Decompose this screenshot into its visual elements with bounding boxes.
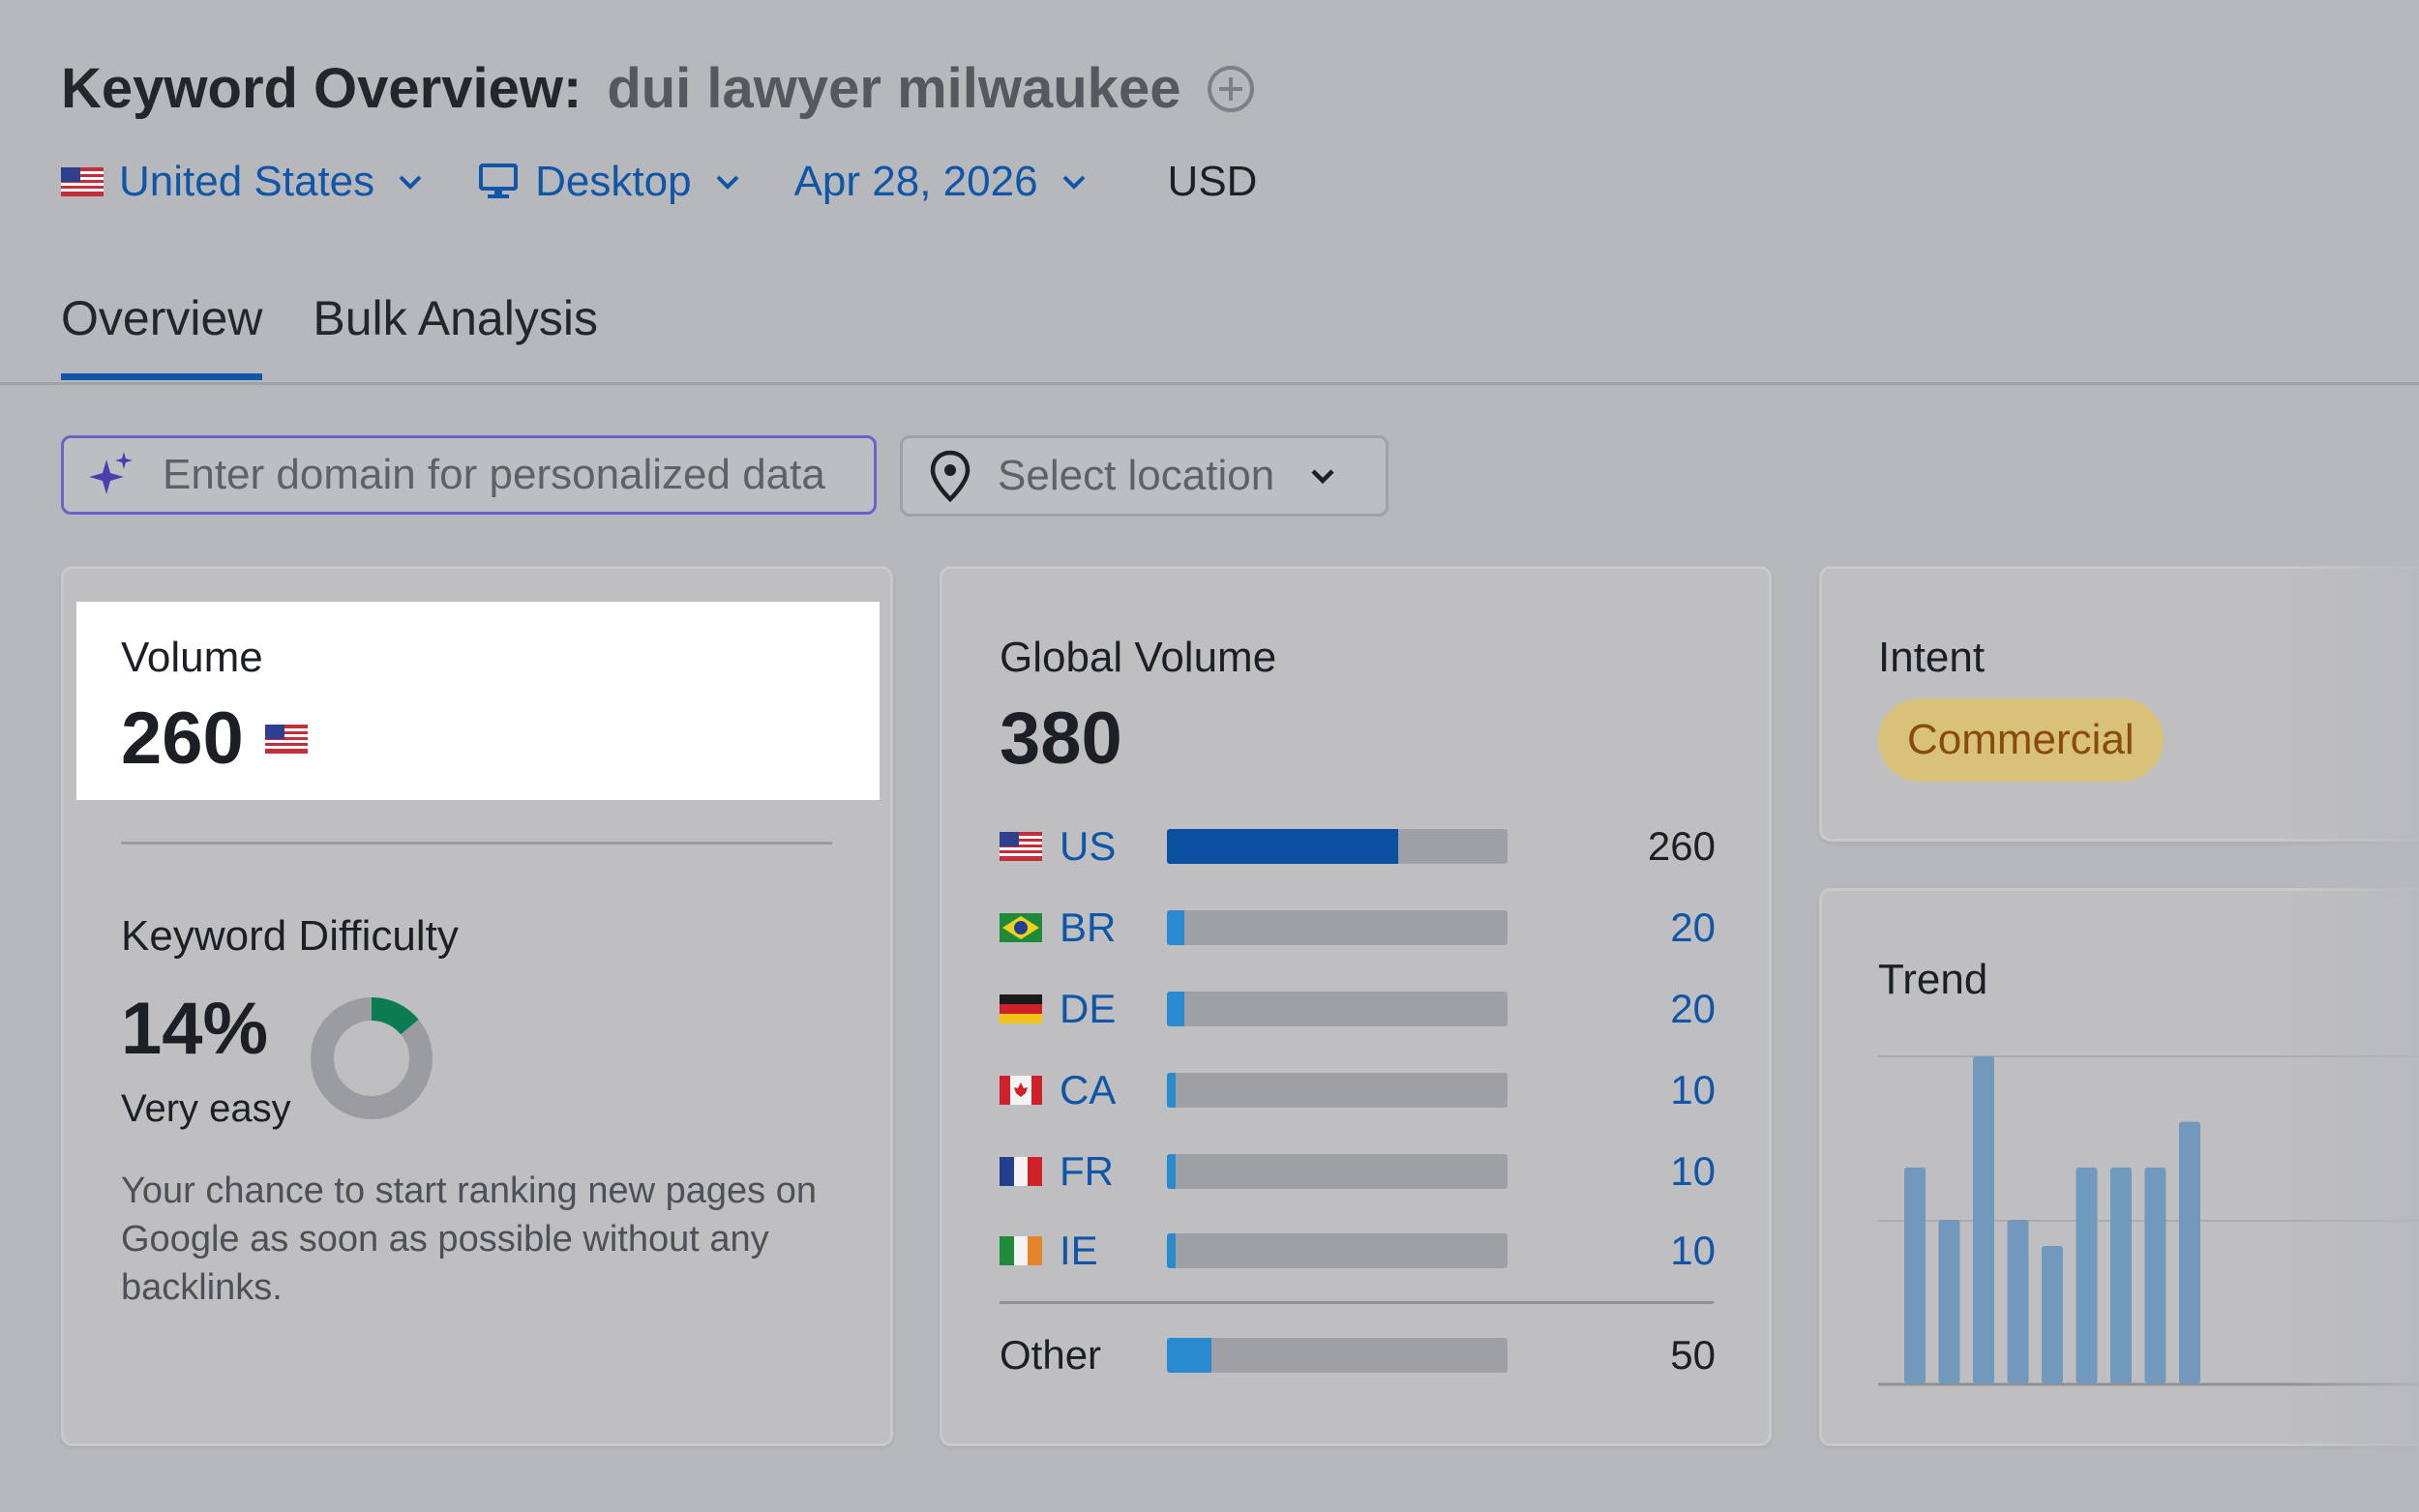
trend-bar[interactable] — [2007, 1220, 2029, 1383]
desktop-icon — [479, 163, 519, 198]
volume-share-fill — [1167, 1073, 1176, 1108]
country-dropdown[interactable]: United States — [61, 158, 427, 206]
country-code[interactable]: BR — [1060, 904, 1117, 950]
volume-highlight — [76, 602, 880, 800]
global-volume-label: Global Volume — [1000, 634, 1277, 681]
trend-bar[interactable] — [1973, 1056, 1994, 1383]
intent-badge[interactable]: Commercial — [1878, 698, 2164, 782]
date-dropdown[interactable]: Apr 28, 2026 — [794, 158, 1090, 206]
volume-share-fill — [1167, 1338, 1211, 1373]
volume-share-fill — [1167, 992, 1184, 1026]
currency-label: USD — [1167, 158, 1258, 205]
country-row-other: Other 50 — [1000, 1331, 1716, 1379]
ca-flag-icon — [1000, 1076, 1042, 1105]
kd-label: Keyword Difficulty — [121, 912, 459, 960]
us-flag-icon — [61, 167, 104, 196]
location-pin-icon — [930, 450, 971, 502]
country-code[interactable]: CA — [1060, 1067, 1117, 1112]
date-label: Apr 28, 2026 — [793, 158, 1038, 205]
location-placeholder: Select location — [998, 452, 1275, 499]
tab-bar: Overview Bulk Analysis — [61, 290, 648, 380]
country-volume: 260 — [1647, 823, 1716, 869]
country-volume[interactable]: 10 — [1670, 1228, 1716, 1273]
country-volume[interactable]: 10 — [1670, 1067, 1716, 1112]
ie-flag-icon — [1000, 1236, 1042, 1265]
us-flag-icon — [1000, 832, 1042, 861]
br-flag-icon — [1000, 913, 1042, 942]
volume-share-fill — [1167, 910, 1184, 945]
country-row-ca: CA 10 — [1000, 1066, 1716, 1114]
tab-bulk-analysis[interactable]: Bulk Analysis — [313, 291, 598, 345]
chevron-down-icon — [716, 175, 738, 190]
volume-value-row: 260 — [121, 697, 323, 781]
volume-share-bar — [1167, 910, 1508, 945]
kd-level: Very easy — [121, 1087, 291, 1130]
us-flag-icon — [264, 724, 308, 754]
volume-share-fill — [1167, 1154, 1176, 1189]
device-dropdown[interactable]: Desktop — [477, 158, 743, 206]
kd-description: Your chance to start ranking new pages o… — [121, 1171, 817, 1308]
trend-bar[interactable] — [2144, 1167, 2166, 1383]
country-code[interactable]: FR — [1060, 1148, 1114, 1194]
country-row-de: DE 20 — [1000, 985, 1716, 1033]
filter-bar: United States Desktop Apr 28, 2026 USD — [61, 158, 1257, 206]
chevron-down-icon — [1311, 469, 1334, 485]
country-code[interactable]: DE — [1060, 986, 1117, 1031]
kd-donut-chart — [311, 997, 433, 1119]
country-row-br: BR 20 — [1000, 904, 1716, 952]
country-row-fr: FR 10 — [1000, 1147, 1716, 1196]
country-row-us: US 260 — [1000, 822, 1716, 871]
trend-bar[interactable] — [2042, 1246, 2063, 1383]
card-divider — [121, 842, 832, 845]
trend-bar[interactable] — [1938, 1220, 1960, 1383]
fr-flag-icon — [1000, 1157, 1042, 1186]
country-row-ie: IE 10 — [1000, 1227, 1716, 1275]
volume-share-bar — [1167, 1073, 1508, 1108]
country-volume[interactable]: 10 — [1670, 1148, 1716, 1194]
volume-share-bar — [1167, 992, 1508, 1026]
trend-bar[interactable] — [2110, 1167, 2132, 1383]
country-volume[interactable]: 20 — [1670, 904, 1716, 950]
sparkle-icon — [89, 452, 133, 494]
tab-overview[interactable]: Overview — [61, 290, 263, 380]
intent-label: Intent — [1878, 634, 1986, 681]
trend-bar[interactable] — [2179, 1121, 2200, 1383]
de-flag-icon — [1000, 994, 1042, 1023]
global-volume-divider — [1000, 1301, 1714, 1304]
trend-chart — [1878, 1055, 2419, 1386]
volume-share-bar — [1167, 1154, 1508, 1189]
country-volume[interactable]: 20 — [1670, 986, 1716, 1031]
device-label: Desktop — [535, 158, 692, 205]
volume-share-bar — [1167, 829, 1508, 864]
volume-value: 260 — [121, 697, 244, 780]
volume-label: Volume — [121, 634, 263, 681]
trend-label: Trend — [1878, 956, 1988, 1003]
domain-input-wrapper[interactable] — [61, 435, 877, 515]
kd-value: 14% — [121, 988, 269, 1070]
page-title-row: Keyword Overview: dui lawyer milwaukee — [61, 56, 1256, 121]
chevron-down-icon — [1062, 175, 1085, 190]
tab-divider — [0, 382, 2419, 385]
global-volume-value: 380 — [1000, 697, 1122, 780]
volume-share-bar — [1167, 1233, 1508, 1268]
volume-share-bar — [1167, 1338, 1508, 1373]
country-code[interactable]: IE — [1060, 1228, 1098, 1273]
country-label: United States — [119, 158, 375, 205]
other-label: Other — [1000, 1332, 1102, 1378]
location-select[interactable]: Select location — [900, 435, 1389, 517]
volume-share-fill — [1167, 1233, 1176, 1268]
volume-share-fill — [1167, 829, 1399, 864]
add-to-list-icon[interactable] — [1206, 64, 1256, 114]
other-volume: 50 — [1670, 1332, 1716, 1378]
trend-bar[interactable] — [1904, 1167, 1926, 1383]
chevron-down-icon — [399, 175, 422, 190]
domain-input[interactable] — [161, 450, 842, 500]
trend-bar[interactable] — [2076, 1167, 2098, 1383]
country-code[interactable]: US — [1060, 823, 1117, 869]
keyword-title: dui lawyer milwaukee — [607, 57, 1181, 120]
page-title: Keyword Overview: — [61, 57, 582, 120]
